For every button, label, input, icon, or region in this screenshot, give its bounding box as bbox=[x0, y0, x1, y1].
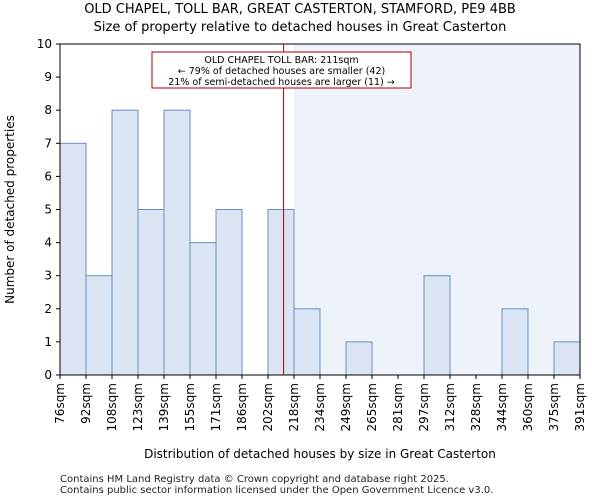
x-tick-label: 139sqm bbox=[157, 383, 171, 431]
bar bbox=[267, 209, 295, 376]
x-tick-label: 391sqm bbox=[573, 383, 587, 431]
x-tick-label: 202sqm bbox=[261, 383, 275, 431]
x-tick-label: 281sqm bbox=[391, 383, 405, 431]
footer-copyright: Contains HM Land Registry data © Crown c… bbox=[60, 474, 449, 485]
x-tick-label: 108sqm bbox=[105, 383, 119, 431]
y-tick-label: 6 bbox=[44, 169, 52, 183]
footer-licence: Contains public sector information licen… bbox=[60, 485, 494, 496]
x-tick-label: 218sqm bbox=[287, 383, 301, 431]
y-tick-label: 9 bbox=[44, 70, 52, 84]
y-tick-label: 3 bbox=[44, 269, 52, 283]
x-axis-label: Distribution of detached houses by size … bbox=[144, 447, 496, 461]
y-tick-label: 0 bbox=[44, 368, 52, 382]
x-tick-label: 344sqm bbox=[495, 383, 509, 431]
chart-title: OLD CHAPEL, TOLL BAR, GREAT CASTERTON, S… bbox=[84, 2, 516, 17]
y-tick-label: 5 bbox=[44, 203, 52, 217]
y-tick-label: 7 bbox=[44, 136, 52, 150]
y-axis-label: Number of detached properties bbox=[3, 115, 17, 304]
x-tick-label: 155sqm bbox=[183, 383, 197, 431]
y-tick-label: 2 bbox=[44, 302, 52, 316]
y-tick-label: 10 bbox=[37, 37, 52, 51]
x-tick-label: 186sqm bbox=[235, 383, 249, 431]
x-tick-label: 123sqm bbox=[131, 383, 145, 431]
x-tick-label: 92sqm bbox=[79, 383, 93, 424]
x-tick-label: 312sqm bbox=[443, 383, 457, 431]
annotation-line-3: 21% of semi-detached houses are larger (… bbox=[168, 77, 395, 88]
annotation-line-1: OLD CHAPEL TOLL BAR: 211sqm bbox=[204, 55, 358, 66]
bar bbox=[163, 109, 191, 376]
bar bbox=[111, 109, 139, 376]
bar bbox=[423, 275, 451, 376]
x-tick-label: 249sqm bbox=[339, 383, 353, 431]
bar bbox=[189, 242, 217, 376]
y-tick-label: 8 bbox=[44, 103, 52, 117]
annotation-box bbox=[151, 51, 412, 89]
bar bbox=[137, 209, 165, 376]
bar bbox=[215, 209, 243, 376]
bar bbox=[59, 142, 87, 376]
x-tick-label: 328sqm bbox=[469, 383, 483, 431]
x-tick-label: 234sqm bbox=[313, 383, 327, 431]
bar bbox=[85, 275, 113, 376]
x-tick-label: 297sqm bbox=[417, 383, 431, 431]
bar bbox=[501, 308, 529, 376]
chart-subtitle: Size of property relative to detached ho… bbox=[93, 20, 507, 35]
bar bbox=[293, 308, 321, 376]
bar bbox=[345, 341, 373, 376]
x-tick-label: 265sqm bbox=[365, 383, 379, 431]
y-tick-label: 4 bbox=[44, 236, 52, 250]
x-tick-label: 171sqm bbox=[209, 383, 223, 431]
annotation-line-2: ← 79% of detached houses are smaller (42… bbox=[178, 66, 385, 77]
y-tick-label: 1 bbox=[44, 335, 52, 349]
x-tick-label: 76sqm bbox=[53, 383, 67, 424]
x-tick-label: 375sqm bbox=[547, 383, 561, 431]
x-tick-label: 360sqm bbox=[521, 383, 535, 431]
bar bbox=[553, 341, 581, 376]
